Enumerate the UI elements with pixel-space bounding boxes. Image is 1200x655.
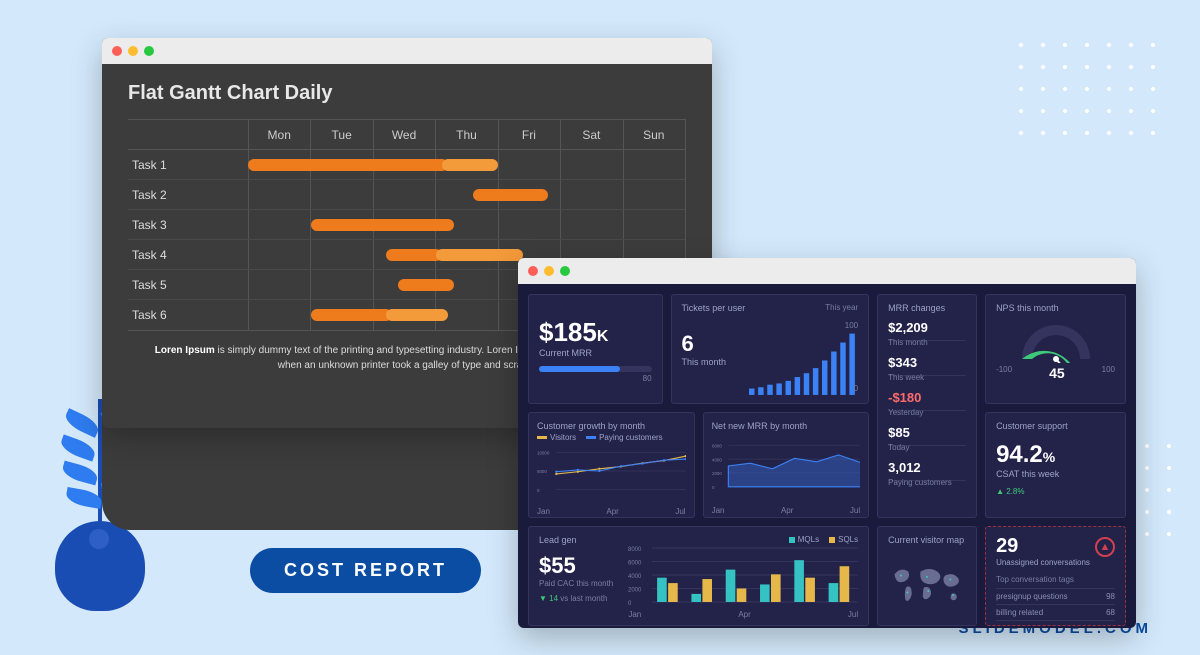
svg-text:2000: 2000 (628, 587, 642, 593)
current-mrr-card: $185K Current MRR 80 (528, 294, 663, 404)
svg-text:0: 0 (537, 488, 540, 493)
svg-text:5000: 5000 (537, 469, 547, 474)
svg-text:4000: 4000 (712, 457, 722, 462)
close-icon[interactable] (528, 266, 538, 276)
mrr-changes-card: MRR changes $2,209This month$343This wee… (877, 294, 977, 518)
visitor-map-card: Current visitor map (877, 526, 977, 626)
nps-card: NPS this month -10045100 (985, 294, 1126, 404)
world-map-icon (888, 547, 966, 621)
svg-text:0: 0 (712, 485, 715, 490)
dashboard-window: $185K Current MRR 80 Tickets per user 6 … (518, 258, 1136, 628)
growth-row: Customer growth by month VisitorsPaying … (528, 412, 869, 518)
svg-text:10000: 10000 (537, 451, 550, 456)
dash-titlebar (518, 258, 1136, 284)
svg-text:6000: 6000 (628, 561, 642, 567)
customer-support-card: Customer support 94.2% CSAT this week ▲ … (985, 412, 1126, 518)
svg-text:2000: 2000 (712, 471, 722, 476)
decor-dots (1010, 34, 1160, 144)
lead-gen-card: Lead gen $55 Paid CAC this month ▼ 14 vs… (528, 526, 869, 626)
maximize-icon[interactable] (144, 46, 154, 56)
svg-text:0: 0 (628, 601, 632, 606)
customer-growth-card: Customer growth by month VisitorsPaying … (528, 412, 695, 518)
net-new-mrr-card: Net new MRR by month 6000400020000 JanAp… (703, 412, 870, 518)
minimize-icon[interactable] (128, 46, 138, 56)
gantt-titlebar (102, 38, 712, 64)
gantt-title: Flat Gantt Chart Daily (128, 82, 686, 105)
tickets-card: Tickets per user 6 This month This year … (671, 294, 870, 404)
svg-text:8000: 8000 (628, 547, 642, 553)
cost-report-label: COST REPORT (250, 548, 481, 593)
mrr-progress (539, 366, 652, 372)
close-icon[interactable] (112, 46, 122, 56)
svg-text:4000: 4000 (628, 574, 642, 580)
warning-icon: ▲ (1095, 537, 1115, 557)
maximize-icon[interactable] (560, 266, 570, 276)
conversations-card: ▲ 29 Unassigned conversations Top conver… (985, 526, 1126, 626)
svg-text:6000: 6000 (712, 443, 722, 448)
minimize-icon[interactable] (544, 266, 554, 276)
